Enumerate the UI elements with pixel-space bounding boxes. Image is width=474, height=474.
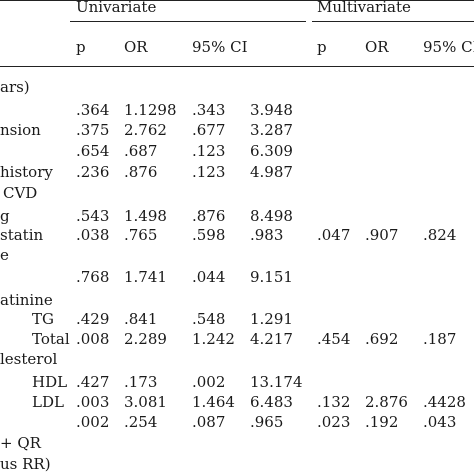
cell-univariate: .375 bbox=[76, 121, 110, 139]
cell-univariate: .254 bbox=[124, 413, 158, 431]
univariate-underline bbox=[70, 21, 306, 22]
cell-univariate: 1.291 bbox=[250, 310, 293, 328]
cell-multivariate: .4428 bbox=[423, 393, 466, 411]
cell-univariate: .965 bbox=[250, 413, 284, 431]
col-header-multi-or: OR bbox=[365, 38, 389, 56]
row-label: HDL bbox=[32, 373, 68, 391]
row-label: us RR) bbox=[0, 455, 51, 473]
cell-univariate: 4.987 bbox=[250, 163, 293, 181]
cell-multivariate: .047 bbox=[317, 226, 351, 244]
cell-univariate: .543 bbox=[76, 207, 110, 225]
row-label: + QR bbox=[0, 434, 41, 452]
cell-univariate: .364 bbox=[76, 101, 110, 119]
cell-univariate: 1.498 bbox=[124, 207, 167, 225]
cell-univariate: 6.483 bbox=[250, 393, 293, 411]
cell-multivariate: .023 bbox=[317, 413, 351, 431]
cell-multivariate: .907 bbox=[365, 226, 399, 244]
multivariate-underline bbox=[312, 21, 474, 22]
group-header-multivariate: Multivariate bbox=[317, 0, 411, 16]
cell-multivariate: 2.876 bbox=[365, 393, 408, 411]
cell-univariate: 8.498 bbox=[250, 207, 293, 225]
cell-univariate: 2.762 bbox=[124, 121, 167, 139]
cell-univariate: .343 bbox=[192, 101, 226, 119]
cell-univariate: .765 bbox=[124, 226, 158, 244]
cell-univariate: .044 bbox=[192, 268, 226, 286]
cell-univariate: .687 bbox=[124, 142, 158, 160]
cell-univariate: .983 bbox=[250, 226, 284, 244]
cell-univariate: .598 bbox=[192, 226, 226, 244]
row-label: TG bbox=[32, 310, 54, 328]
cell-univariate: 3.081 bbox=[124, 393, 167, 411]
row-label: nsion bbox=[0, 121, 41, 139]
cell-univariate: 1.741 bbox=[124, 268, 167, 286]
cell-univariate: .841 bbox=[124, 310, 158, 328]
cell-univariate: .429 bbox=[76, 310, 110, 328]
row-label: statin bbox=[0, 226, 44, 244]
cell-multivariate: .192 bbox=[365, 413, 399, 431]
cell-univariate: 4.217 bbox=[250, 330, 293, 348]
cell-univariate: .677 bbox=[192, 121, 226, 139]
cell-univariate: .173 bbox=[124, 373, 158, 391]
row-label: history bbox=[0, 163, 53, 181]
row-label: g bbox=[0, 207, 10, 225]
row-label: CVD bbox=[3, 184, 38, 202]
cell-univariate: .876 bbox=[192, 207, 226, 225]
cell-univariate: 9.151 bbox=[250, 268, 293, 286]
cell-univariate: .038 bbox=[76, 226, 110, 244]
row-label: LDL bbox=[32, 393, 64, 411]
col-header-multi-p: p bbox=[317, 38, 327, 56]
cell-multivariate: .132 bbox=[317, 393, 351, 411]
cell-univariate: 6.309 bbox=[250, 142, 293, 160]
col-header-uni-or: OR bbox=[124, 38, 148, 56]
cell-univariate: 13.174 bbox=[250, 373, 303, 391]
cell-univariate: .654 bbox=[76, 142, 110, 160]
cell-univariate: .123 bbox=[192, 163, 226, 181]
cell-univariate: .768 bbox=[76, 268, 110, 286]
cell-univariate: 2.289 bbox=[124, 330, 167, 348]
cell-univariate: 1.464 bbox=[192, 393, 235, 411]
cell-multivariate: .187 bbox=[423, 330, 457, 348]
row-label: lesterol bbox=[0, 350, 58, 368]
cell-univariate: .548 bbox=[192, 310, 226, 328]
cell-multivariate: .043 bbox=[423, 413, 457, 431]
cell-univariate: .123 bbox=[192, 142, 226, 160]
cell-univariate: .008 bbox=[76, 330, 110, 348]
row-label: Total bbox=[32, 330, 70, 348]
cell-univariate: .002 bbox=[192, 373, 226, 391]
cell-univariate: .876 bbox=[124, 163, 158, 181]
cell-univariate: 3.948 bbox=[250, 101, 293, 119]
row-label: atinine bbox=[0, 291, 53, 309]
col-header-multi-ci: 95% CI bbox=[423, 38, 474, 56]
group-header-univariate: Univariate bbox=[76, 0, 157, 16]
cell-univariate: .427 bbox=[76, 373, 110, 391]
cell-univariate: 1.1298 bbox=[124, 101, 177, 119]
cell-univariate: 1.242 bbox=[192, 330, 235, 348]
cell-multivariate: .454 bbox=[317, 330, 351, 348]
cell-multivariate: .824 bbox=[423, 226, 457, 244]
cell-multivariate: .692 bbox=[365, 330, 399, 348]
top-rule bbox=[0, 0, 474, 1]
cell-univariate: 3.287 bbox=[250, 121, 293, 139]
row-label: ars) bbox=[0, 78, 30, 96]
header-bottom-rule bbox=[0, 66, 474, 67]
cell-univariate: .003 bbox=[76, 393, 110, 411]
cell-univariate: .236 bbox=[76, 163, 110, 181]
row-label: e bbox=[0, 246, 9, 264]
col-header-uni-p: p bbox=[76, 38, 86, 56]
cell-univariate: .002 bbox=[76, 413, 110, 431]
col-header-uni-ci: 95% CI bbox=[192, 38, 248, 56]
cell-univariate: .087 bbox=[192, 413, 226, 431]
